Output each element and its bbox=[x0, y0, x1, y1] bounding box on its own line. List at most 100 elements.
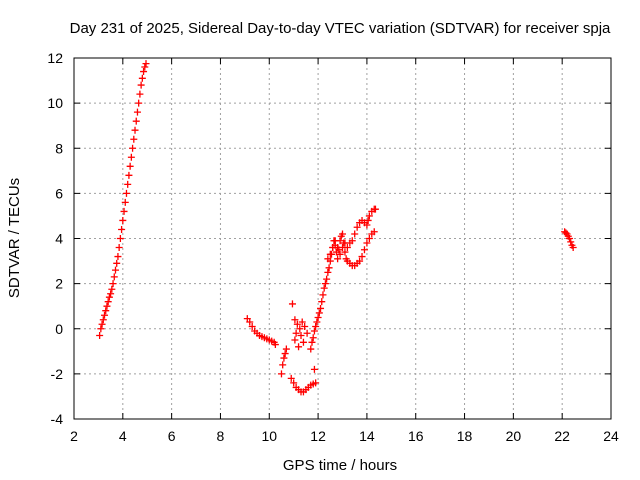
x-tick-label: 10 bbox=[261, 428, 277, 444]
x-tick-label: 20 bbox=[506, 428, 522, 444]
data-point bbox=[141, 63, 149, 71]
data-point bbox=[317, 304, 325, 312]
data-point bbox=[97, 325, 105, 333]
data-point bbox=[303, 329, 311, 337]
data-point bbox=[136, 90, 144, 98]
data-point bbox=[301, 322, 309, 330]
data-point bbox=[296, 325, 304, 333]
data-point bbox=[353, 223, 361, 231]
y-tick-label: 12 bbox=[47, 50, 63, 66]
x-tick-label: 4 bbox=[119, 428, 127, 444]
data-point bbox=[318, 298, 326, 306]
data-point bbox=[569, 244, 577, 252]
data-point bbox=[319, 291, 327, 299]
x-tick-label: 12 bbox=[310, 428, 326, 444]
y-tick-label: -2 bbox=[51, 366, 64, 382]
data-point bbox=[313, 318, 321, 326]
data-point bbox=[324, 255, 332, 263]
data-point bbox=[315, 309, 323, 317]
data-point bbox=[119, 216, 127, 224]
data-point bbox=[356, 257, 364, 265]
data-point bbox=[291, 316, 299, 324]
y-tick-labels: -4 -2 0 2 4 6 8 10 12 bbox=[47, 50, 63, 427]
data-point bbox=[101, 311, 109, 319]
data-point bbox=[135, 99, 143, 107]
data-point bbox=[115, 244, 123, 252]
data-point bbox=[138, 74, 146, 82]
data-point bbox=[312, 322, 320, 330]
data-point bbox=[295, 343, 303, 351]
data-point bbox=[118, 225, 126, 233]
data-point bbox=[292, 329, 300, 337]
data-point bbox=[371, 205, 379, 213]
data-point bbox=[365, 235, 373, 242]
data-point bbox=[566, 235, 574, 242]
data-point bbox=[107, 290, 115, 298]
data-point bbox=[297, 332, 305, 340]
data-point bbox=[363, 221, 371, 229]
series-segment-2 bbox=[243, 315, 279, 349]
data-point bbox=[271, 341, 279, 349]
data-point bbox=[314, 313, 322, 321]
x-tick-label: 22 bbox=[554, 428, 570, 444]
chart-title: Day 231 of 2025, Sidereal Day-to-day VTE… bbox=[70, 20, 611, 37]
data-points bbox=[96, 60, 577, 396]
x-tick-label: 6 bbox=[168, 428, 176, 444]
data-point bbox=[363, 239, 371, 247]
data-point bbox=[293, 320, 301, 328]
y-tick-label: -4 bbox=[51, 411, 64, 427]
data-point bbox=[370, 228, 378, 236]
x-tick-labels: 2 4 6 8 10 12 14 16 18 20 22 24 bbox=[70, 428, 619, 444]
data-point bbox=[331, 237, 339, 245]
data-point bbox=[277, 370, 285, 378]
axis-ticks bbox=[73, 57, 612, 420]
x-axis-label: GPS time / hours bbox=[283, 457, 397, 474]
data-point bbox=[280, 354, 288, 362]
data-point bbox=[130, 135, 138, 143]
data-point bbox=[124, 180, 132, 188]
x-tick-label: 2 bbox=[70, 428, 78, 444]
data-point bbox=[324, 268, 332, 276]
data-point bbox=[248, 322, 256, 330]
data-point bbox=[341, 248, 349, 256]
data-point bbox=[109, 280, 117, 288]
data-point bbox=[104, 298, 112, 306]
data-point bbox=[320, 284, 328, 292]
data-point bbox=[126, 162, 134, 170]
data-point bbox=[246, 318, 254, 326]
data-point bbox=[309, 334, 317, 342]
data-point bbox=[279, 361, 287, 369]
data-point bbox=[108, 285, 116, 293]
data-point bbox=[334, 255, 342, 263]
data-point bbox=[291, 336, 299, 344]
data-point bbox=[116, 235, 124, 242]
data-point bbox=[137, 81, 145, 89]
data-point bbox=[288, 300, 296, 308]
data-point bbox=[142, 60, 150, 68]
data-point bbox=[132, 117, 140, 125]
data-point bbox=[110, 273, 118, 281]
data-point bbox=[310, 327, 318, 335]
data-point bbox=[96, 332, 104, 340]
data-point bbox=[129, 144, 137, 152]
x-tick-label: 8 bbox=[217, 428, 225, 444]
data-point bbox=[287, 374, 295, 382]
data-point bbox=[140, 68, 148, 76]
data-point bbox=[114, 253, 122, 261]
series-segment-6 bbox=[561, 228, 577, 252]
data-point bbox=[321, 280, 329, 288]
data-point bbox=[336, 250, 344, 258]
data-point bbox=[103, 302, 111, 310]
data-point bbox=[323, 275, 331, 283]
data-point bbox=[325, 264, 333, 272]
data-point bbox=[307, 345, 315, 353]
data-point bbox=[567, 238, 575, 246]
y-tick-label: 10 bbox=[47, 95, 63, 111]
y-tick-label: 0 bbox=[55, 321, 63, 337]
data-point bbox=[111, 266, 119, 274]
data-point bbox=[348, 237, 356, 245]
y-tick-label: 4 bbox=[55, 231, 63, 247]
data-point bbox=[133, 108, 141, 116]
x-tick-label: 18 bbox=[457, 428, 473, 444]
data-point bbox=[122, 189, 130, 197]
